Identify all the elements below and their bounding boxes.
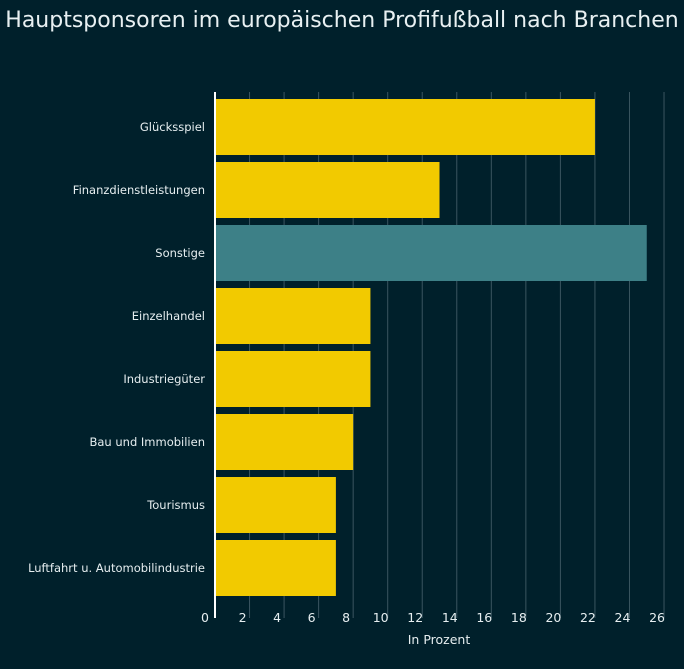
x-tick-label: 16 — [476, 610, 492, 625]
x-tick-label: 20 — [545, 610, 561, 625]
x-axis-label: In Prozent — [408, 632, 471, 647]
category-label: Glücksspiel — [140, 120, 205, 134]
x-tick-label: 6 — [308, 610, 316, 625]
x-tick-label: 24 — [615, 610, 631, 625]
x-tick-label: 12 — [407, 610, 423, 625]
bar — [215, 414, 354, 470]
bar — [215, 162, 440, 218]
bar — [215, 225, 647, 281]
category-label: Finanzdienstleistungen — [73, 183, 205, 197]
bar — [215, 99, 595, 155]
category-label: Industriegüter — [123, 372, 205, 386]
x-tick-label: 18 — [511, 610, 527, 625]
x-tick-label: 10 — [373, 610, 389, 625]
x-tick-label: 26 — [649, 610, 665, 625]
x-tick-label: 0 — [201, 610, 209, 625]
category-label: Einzelhandel — [132, 309, 205, 323]
category-label: Sonstige — [155, 246, 205, 260]
x-tick-label: 2 — [239, 610, 247, 625]
x-tick-label: 8 — [342, 610, 350, 625]
x-tick-label: 4 — [273, 610, 281, 625]
bar — [215, 540, 336, 596]
bar — [215, 477, 336, 533]
x-tick-label: 14 — [442, 610, 458, 625]
category-label: Bau und Immobilien — [90, 435, 206, 449]
category-label: Tourismus — [146, 498, 205, 512]
category-label: Luftfahrt u. Automobilindustrie — [28, 561, 205, 575]
bar — [215, 288, 371, 344]
x-tick-label: 22 — [580, 610, 596, 625]
bar — [215, 351, 371, 407]
chart-title: Hauptsponsoren im europäischen Profifußb… — [5, 8, 679, 33]
